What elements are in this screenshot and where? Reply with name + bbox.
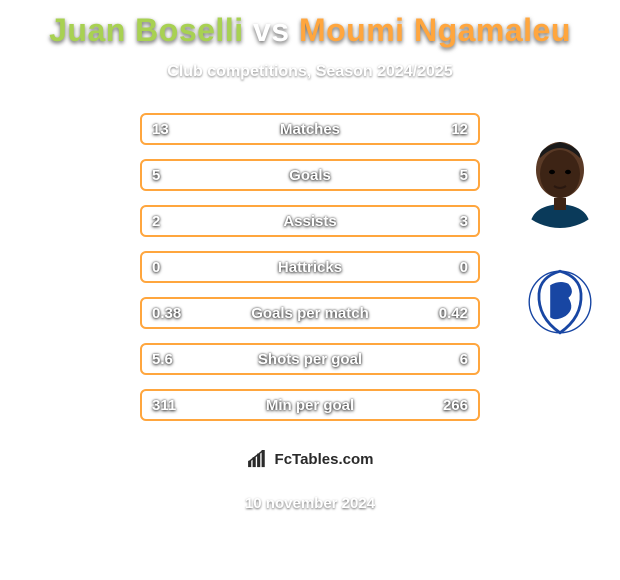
stat-right-value: 266 — [428, 397, 468, 414]
vs-text: vs — [253, 12, 290, 48]
page-title: Juan Boselli vs Moumi Ngamaleu — [0, 12, 620, 49]
stat-row: 5 Goals 5 — [140, 159, 480, 191]
player2-name: Moumi Ngamaleu — [299, 12, 571, 48]
stat-right-value: 0 — [428, 259, 468, 276]
stat-left-value: 13 — [152, 121, 192, 138]
player1-club-badge-placeholder — [16, 176, 104, 206]
stat-row: 0 Hattricks 0 — [140, 251, 480, 283]
face-icon — [508, 124, 612, 228]
stat-left-value: 0.38 — [152, 305, 192, 322]
bar-chart-icon — [247, 450, 269, 468]
footer-date: 10 november 2024 — [0, 495, 620, 512]
stat-left-value: 5 — [152, 167, 192, 184]
subtitle: Club competitions, Season 2024/2025 — [0, 63, 620, 81]
brand-text: FcTables.com — [275, 451, 374, 468]
stat-right-value: 12 — [428, 121, 468, 138]
player1-photo-placeholder — [8, 112, 112, 160]
club-badge-icon — [525, 267, 595, 337]
stat-row: 311 Min per goal 266 — [140, 389, 480, 421]
player2-photo — [508, 124, 612, 228]
stat-right-value: 0.42 — [428, 305, 468, 322]
stat-row: 5.6 Shots per goal 6 — [140, 343, 480, 375]
stat-left-value: 5.6 — [152, 351, 192, 368]
stat-row: 0.38 Goals per match 0.42 — [140, 297, 480, 329]
stat-right-value: 6 — [428, 351, 468, 368]
stat-right-value: 5 — [428, 167, 468, 184]
stat-right-value: 3 — [428, 213, 468, 230]
comparison-card: Juan Boselli vs Moumi Ngamaleu Club comp… — [0, 0, 620, 580]
stat-left-value: 0 — [152, 259, 192, 276]
stat-left-value: 311 — [152, 397, 192, 414]
player2-club-badge — [508, 250, 612, 354]
brand-badge[interactable]: FcTables.com — [220, 439, 400, 479]
stat-left-value: 2 — [152, 213, 192, 230]
stat-row: 2 Assists 3 — [140, 205, 480, 237]
stat-row: 13 Matches 12 — [140, 113, 480, 145]
player1-name: Juan Boselli — [49, 12, 244, 48]
